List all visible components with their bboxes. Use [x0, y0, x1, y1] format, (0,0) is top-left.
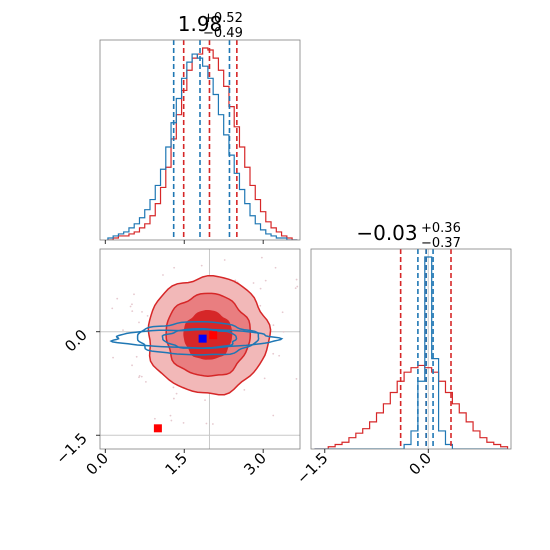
scatter-point — [131, 303, 133, 306]
scatter-point — [138, 321, 140, 324]
tick-label-x-param-0-1: 1.5 — [161, 449, 191, 479]
scatter-point — [234, 279, 237, 282]
scatter-point — [144, 380, 147, 383]
scatter-point — [294, 287, 297, 290]
scatter-point — [116, 297, 119, 300]
tick-label-x-param-1-1: −1.5 — [293, 449, 331, 487]
blue-contour-level-2 — [136, 321, 260, 356]
histogram-param-0 — [107, 40, 298, 240]
scatter-point — [195, 241, 197, 243]
tick-label-x-param-0-2: 3.0 — [240, 449, 270, 479]
scatter-point — [182, 421, 185, 424]
scatter-point — [187, 242, 189, 244]
scatter-point — [141, 310, 143, 313]
scatter-point — [129, 305, 132, 308]
title-param-1-sub: −0.37 — [421, 236, 461, 251]
hist1-series-red — [314, 364, 509, 449]
scatter-point — [172, 397, 175, 400]
scatter-point — [140, 375, 143, 378]
scatter-point — [112, 356, 114, 359]
scatter-point — [131, 364, 133, 367]
hist0-series-red — [107, 47, 298, 240]
title-param-0-main: 1.98 — [178, 12, 223, 36]
scatter-point — [170, 419, 173, 422]
scatter-point — [169, 414, 172, 417]
scatter-point — [282, 330, 285, 333]
scatter-point — [278, 354, 281, 357]
scatter-point — [214, 235, 216, 237]
scatter-point — [133, 293, 135, 296]
scatter-point — [162, 274, 164, 276]
frame-histogram-param-1 — [310, 248, 512, 450]
scatter-point — [200, 264, 203, 267]
tick-label-x-param-1-0: 0.0 — [405, 449, 435, 479]
scatter-point — [272, 352, 275, 355]
scatter-point — [274, 266, 277, 269]
scatter-point — [196, 232, 198, 234]
scatter-point — [252, 282, 255, 284]
scatter-point — [175, 392, 178, 395]
scatter-point — [135, 355, 138, 358]
title-param-1-sup: +0.36 — [421, 221, 461, 236]
scatter-point — [219, 238, 221, 240]
scatter-point — [260, 256, 263, 259]
scatter-point — [295, 377, 298, 380]
scatter-point — [263, 377, 266, 380]
scatter-point — [153, 417, 156, 420]
scatter-point — [296, 285, 299, 288]
marker-1 — [209, 331, 218, 340]
tick-label-y-param-1-0: 0.0 — [61, 326, 91, 356]
title-param-1: −0.03 — [356, 221, 417, 245]
scatter-point — [295, 278, 298, 281]
scatter-point — [257, 243, 259, 245]
frame-joint — [99, 248, 301, 450]
scatter-point — [122, 329, 124, 332]
scatter-point — [146, 314, 149, 317]
scatter-point — [281, 311, 284, 314]
blue-contour-level-1 — [109, 328, 284, 349]
scatter-point — [272, 414, 275, 417]
histogram-param-1 — [314, 249, 509, 449]
marker-0 — [153, 424, 162, 433]
blue-contour-level-3 — [161, 328, 238, 349]
title-param-0: 1.98 — [178, 12, 223, 36]
title-param-0-sub: −0.49 — [203, 26, 243, 41]
title-param-0-sup: +0.52 — [203, 11, 243, 26]
scatter-point — [303, 373, 305, 375]
tick-label-x-param-0-0: 0.0 — [82, 449, 112, 479]
scatter-point — [111, 307, 114, 310]
frame-histogram-param-0 — [99, 39, 301, 241]
scatter-point — [243, 389, 246, 391]
hist0-series-blue — [107, 53, 298, 240]
hist1-series-blue — [314, 256, 508, 449]
joint-density-panel — [100, 232, 305, 449]
scatter-point — [173, 266, 176, 269]
scatter-point — [204, 399, 206, 402]
scatter-point — [264, 279, 267, 282]
scatter-point — [272, 324, 275, 327]
scatter-point — [205, 422, 208, 425]
scatter-point — [211, 423, 214, 425]
marker-2 — [198, 334, 207, 343]
title-param-1-main: −0.03 — [356, 221, 417, 245]
scatter-point — [138, 374, 141, 377]
scatter-point — [259, 287, 262, 290]
scatter-point — [259, 304, 262, 307]
scatter-point — [172, 386, 175, 389]
scatter-point — [131, 310, 134, 313]
scatter-point — [223, 259, 226, 261]
scatter-point — [138, 376, 140, 379]
